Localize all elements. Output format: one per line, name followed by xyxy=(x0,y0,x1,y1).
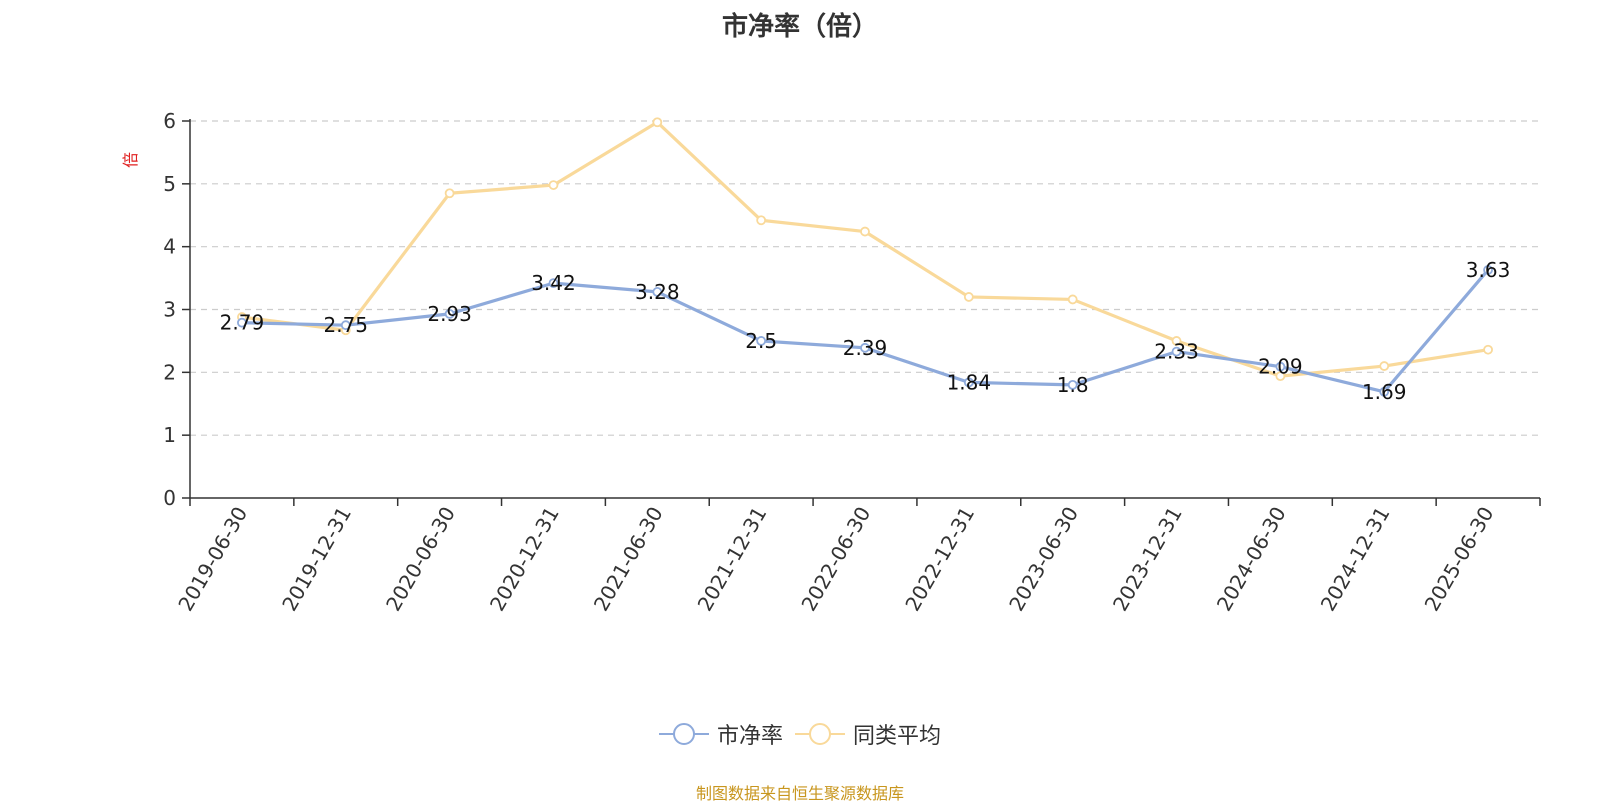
data-point xyxy=(756,336,767,346)
data-point xyxy=(860,342,870,353)
y-tick-label: 5 xyxy=(163,172,176,196)
data-point xyxy=(963,292,974,302)
x-tick-label: 2025-06-30 xyxy=(1420,503,1499,616)
legend-item[interactable]: 同类平均 xyxy=(795,718,941,750)
y-axis-unit-label: 倍 xyxy=(121,152,140,168)
x-tick-label: 2019-12-31 xyxy=(277,503,356,616)
data-point xyxy=(1379,361,1390,371)
data-point xyxy=(1067,379,1078,390)
x-tick-label: 2024-12-31 xyxy=(1316,503,1395,616)
x-tick-label: 2021-12-31 xyxy=(693,503,772,616)
data-label: 1.84 xyxy=(947,370,992,394)
y-tick-label: 2 xyxy=(163,360,176,384)
data-label: 2.33 xyxy=(1154,340,1199,364)
data-label: 3.63 xyxy=(1466,258,1511,282)
legend-swatch-icon xyxy=(795,722,845,746)
x-tick-label: 2020-12-31 xyxy=(485,503,564,616)
data-point xyxy=(963,377,974,388)
data-label: 2.75 xyxy=(324,313,369,337)
legend-label: 同类平均 xyxy=(853,724,942,749)
data-point xyxy=(548,278,559,289)
data-point xyxy=(652,287,663,297)
data-label: 1.8 xyxy=(1057,373,1089,397)
y-tick-label: 6 xyxy=(163,109,176,133)
y-tick-label: 4 xyxy=(163,235,176,259)
data-point xyxy=(860,226,870,237)
data-point xyxy=(1275,371,1286,382)
data-point xyxy=(1171,346,1182,357)
data-point xyxy=(1483,344,1493,355)
series-lines xyxy=(237,117,1493,397)
data-label: 3.42 xyxy=(531,271,576,295)
x-tick-label: 2019-06-30 xyxy=(173,503,252,616)
y-tick-label: 0 xyxy=(163,486,176,510)
x-tick-label: 2020-06-30 xyxy=(381,503,460,616)
legend-item[interactable]: 市净率 xyxy=(658,718,783,750)
data-point xyxy=(1379,386,1390,397)
x-tick-label: 2022-06-30 xyxy=(796,503,875,616)
chart-title: 市净率（倍） xyxy=(721,12,878,42)
y-tick-label: 1 xyxy=(163,423,176,447)
data-point xyxy=(1275,361,1286,372)
data-label: 2.93 xyxy=(427,302,472,326)
legend: 市净率 同类平均 xyxy=(0,718,1600,752)
data-label: 2.5 xyxy=(745,329,777,353)
x-tick-label: 2021-06-30 xyxy=(589,503,668,616)
data-label: 3.28 xyxy=(635,280,680,304)
x-tick-label: 2023-12-31 xyxy=(1108,503,1187,616)
x-tick-label: 2022-12-31 xyxy=(900,503,979,616)
data-point xyxy=(1483,265,1493,275)
data-point xyxy=(548,180,559,190)
data-label: 1.69 xyxy=(1362,380,1407,404)
data-point xyxy=(444,188,455,199)
y-tick-label: 3 xyxy=(163,298,176,322)
source-note: 制图数据来自恒生聚源数据库 xyxy=(695,784,904,803)
data-labels: 2.79 2.75 2.93 3.42 3.28 2.5 2.39 1.84 1.8 2.33 2.… xyxy=(220,258,1511,404)
x-tick-label: 2024-06-30 xyxy=(1212,503,1291,616)
data-label: 2.09 xyxy=(1258,355,1303,379)
x-tick-label: 2023-06-30 xyxy=(1004,503,1083,616)
data-point xyxy=(756,215,767,226)
data-point xyxy=(444,308,455,319)
grid-lines xyxy=(190,120,1540,436)
data-label: 2.39 xyxy=(843,336,888,360)
data-point xyxy=(237,317,247,328)
data-point xyxy=(1067,294,1078,305)
legend-swatch-icon xyxy=(658,722,709,746)
axes: 0 1 2 3 4 5 6 倍 2019-06-30 2019-12-31 2020-06-30 20… xyxy=(121,109,1541,616)
data-point xyxy=(1171,336,1182,346)
data-label: 2.79 xyxy=(220,311,265,335)
data-point xyxy=(652,117,663,128)
data-point xyxy=(340,320,351,331)
legend-label: 市净率 xyxy=(716,724,783,749)
